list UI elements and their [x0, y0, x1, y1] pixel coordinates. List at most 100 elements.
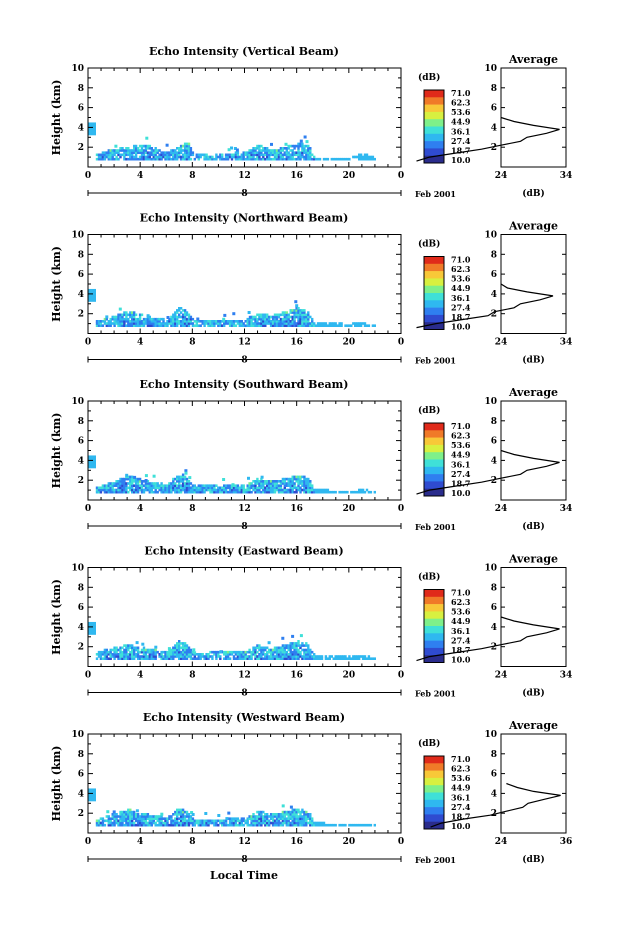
echo-cell [148, 815, 151, 818]
echo-cell [271, 315, 275, 319]
echo-cell [305, 488, 308, 492]
echo-cell [264, 324, 267, 327]
x-tick-label: 0 [85, 837, 91, 847]
echo-cell [299, 644, 302, 647]
echo-cell [297, 819, 300, 823]
echo-cell [313, 657, 316, 660]
echo-cell [234, 320, 238, 323]
y-axis-label: Height (km) [50, 579, 63, 655]
echo-cell [154, 490, 157, 494]
echo-cell [123, 484, 126, 487]
echo-cell [191, 486, 195, 490]
echo-cell [154, 817, 157, 820]
echo-cell [133, 650, 136, 654]
colorbar-segment [424, 263, 444, 272]
echo-cell [305, 153, 308, 157]
echo-cell [279, 488, 283, 492]
echo-cell [328, 655, 331, 658]
echo-cell [172, 821, 175, 825]
echo-cell [176, 819, 179, 823]
echo-cell [144, 488, 148, 492]
echo-cell [131, 646, 134, 650]
echo-cell [107, 657, 110, 660]
echo-cell [266, 815, 269, 818]
echo-cell [285, 482, 288, 485]
echo-cell [256, 815, 259, 818]
echo-cell [287, 819, 290, 823]
echo-cell [318, 490, 322, 494]
echo-cell [119, 313, 122, 317]
echo-cell [256, 650, 259, 654]
echo-cell [326, 657, 330, 660]
y-tick-label: 8 [78, 84, 84, 94]
echo-cell [252, 155, 255, 159]
echo-cell [273, 155, 277, 159]
echo-cell [131, 475, 134, 479]
echo-cell [293, 153, 296, 157]
echo-cell [260, 646, 263, 650]
echo-cell [313, 823, 316, 827]
colorbar-segment [424, 474, 444, 482]
echo-cell [205, 821, 208, 825]
echo-cell [183, 821, 187, 825]
echo-cell [203, 821, 206, 825]
echo-cell [174, 821, 177, 825]
echo-cell [297, 657, 300, 660]
echo-cell [223, 821, 226, 825]
echo-cell [119, 813, 122, 816]
echo-cell [133, 657, 136, 660]
echo-cell [277, 480, 281, 483]
echo-cell [293, 650, 296, 654]
echo-cell [135, 641, 139, 645]
echo-cell [188, 476, 192, 480]
echo-cell [105, 486, 108, 490]
echo-cell [131, 149, 134, 152]
echo-cell [205, 819, 208, 823]
echo-cell [262, 157, 265, 161]
echo-cell [293, 810, 296, 814]
echo-cell [170, 823, 173, 827]
echo-cell [371, 157, 375, 161]
echo-cell [266, 147, 269, 150]
echo-cell [123, 813, 126, 816]
echo-cell [154, 157, 157, 161]
echo-cell [238, 490, 241, 494]
echo-cell [113, 657, 116, 660]
echo-cell [297, 484, 300, 487]
echo-cell [174, 311, 177, 314]
echo-cell [279, 480, 283, 483]
echo-cell [203, 655, 206, 658]
echo-cell [275, 646, 279, 650]
echo-cell [111, 484, 114, 487]
echo-cell [250, 151, 253, 154]
echo-cell [250, 317, 253, 321]
echo-cell [352, 490, 355, 494]
echo-cell [140, 153, 144, 157]
echo-cell [189, 322, 193, 325]
colorbar-segment [424, 444, 444, 453]
echo-cell [309, 819, 312, 823]
echo-cell [221, 488, 224, 492]
echo-cell [228, 823, 232, 827]
echo-cell [283, 311, 286, 314]
echo-cell [373, 324, 376, 327]
echo-cell [176, 815, 179, 818]
echo-cell [142, 144, 146, 148]
echo-cell [152, 155, 155, 159]
echo-cell [271, 324, 275, 327]
echo-cell [248, 149, 251, 152]
echo-cell [287, 488, 290, 492]
echo-cell [146, 482, 150, 485]
echo-cell [109, 149, 112, 152]
echo-cell [311, 650, 314, 654]
echo-cell [289, 482, 292, 485]
echo-cell [289, 815, 292, 818]
echo-cell [336, 157, 339, 161]
echo-cell [129, 488, 132, 492]
echo-cell [138, 819, 142, 823]
echo-cell [185, 320, 189, 323]
echo-cell [115, 488, 118, 492]
echo-cell [121, 147, 124, 150]
echo-cell [129, 817, 132, 820]
echo-cell [271, 821, 275, 825]
